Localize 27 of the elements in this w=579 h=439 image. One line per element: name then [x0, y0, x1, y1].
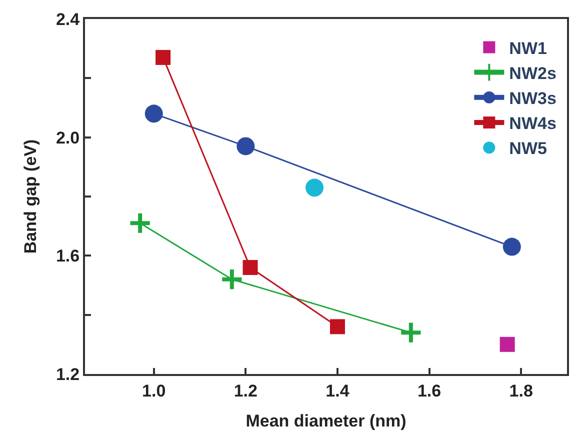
x-axis-title: Mean diameter (nm): [246, 411, 406, 430]
legend-label: NW3s: [509, 89, 556, 108]
x-tick-label: 1.0: [142, 381, 166, 400]
x-tick-label: 1.4: [326, 381, 350, 400]
x-tick-label: 1.6: [417, 381, 442, 400]
x-tick-label: 1.2: [234, 381, 258, 400]
y-tick-label: 2.4: [56, 10, 80, 29]
point: [156, 50, 171, 65]
point: [330, 319, 345, 334]
point: [242, 260, 258, 275]
legend-label: NW4s: [509, 114, 556, 134]
point: [399, 320, 423, 344]
point: [500, 336, 515, 352]
y-tick-label: 1.6: [56, 246, 80, 266]
y-tick-label: 1.2: [56, 364, 80, 384]
y-tick-label: 2.0: [56, 128, 80, 148]
legend-label: NW5: [509, 139, 547, 158]
y-axis-title: Band gap (eV): [21, 139, 40, 254]
point: [128, 211, 152, 235]
legend-label: NW2s: [509, 64, 556, 83]
point: [144, 104, 163, 123]
legend-label: NW1: [509, 38, 547, 58]
point: [306, 178, 324, 197]
point: [502, 238, 521, 256]
point: [220, 268, 244, 292]
x-tick-label: 1.8: [509, 381, 533, 400]
point: [236, 137, 255, 156]
